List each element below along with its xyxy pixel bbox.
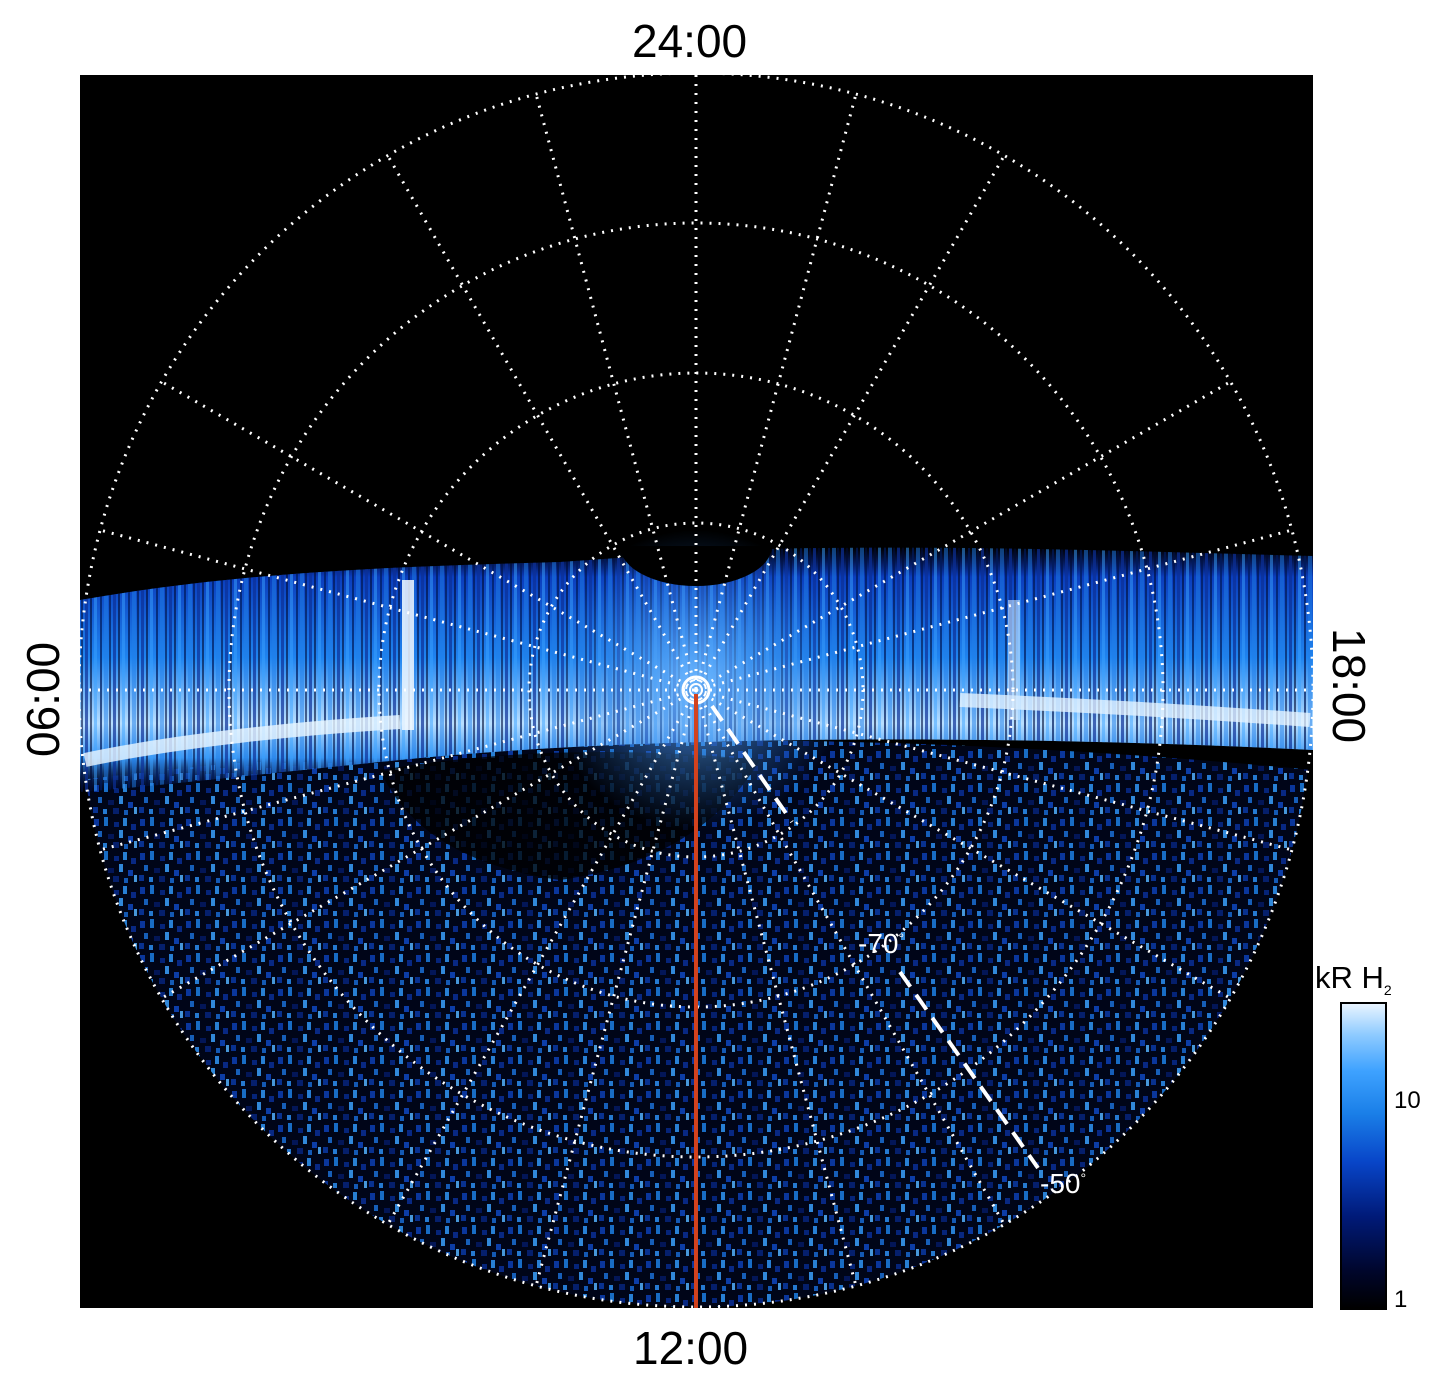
bright-vertical-streak-dawn [402, 580, 414, 730]
local-time-label-left: 06:00 [17, 641, 69, 757]
dashed-marker-inner [710, 704, 794, 824]
pole-glow [546, 530, 846, 830]
colorbar-tick-10: 10 [1394, 1087, 1421, 1114]
bright-arc-dawn [83, 715, 401, 767]
colorbar-title-main: kR H [1315, 960, 1384, 995]
bright-vertical-streak-dusk [1008, 600, 1020, 720]
nightside-notch [620, 546, 772, 586]
dashed-marker-outer [898, 970, 1040, 1170]
colorbar-title: kR H2 [1315, 960, 1392, 998]
colorbar [1340, 1002, 1387, 1310]
local-time-label-right: 18:00 [1323, 628, 1375, 744]
latitude-label-50: -50° [1040, 1168, 1086, 1200]
bright-arc-dusk [959, 693, 1311, 727]
colorbar-tick-1: 1 [1394, 1286, 1408, 1313]
latitude-value-70: -70 [858, 928, 899, 959]
local-time-label-bottom: 12:00 [633, 1322, 749, 1374]
local-time-label-top: 24:00 [632, 15, 748, 67]
latitude-label-70: -70° [858, 928, 904, 960]
colorbar-title-sub: 2 [1383, 982, 1392, 999]
degree-symbol: ° [898, 930, 905, 946]
degree-symbol: ° [1080, 1170, 1087, 1186]
latitude-value-50: -50 [1040, 1168, 1081, 1199]
